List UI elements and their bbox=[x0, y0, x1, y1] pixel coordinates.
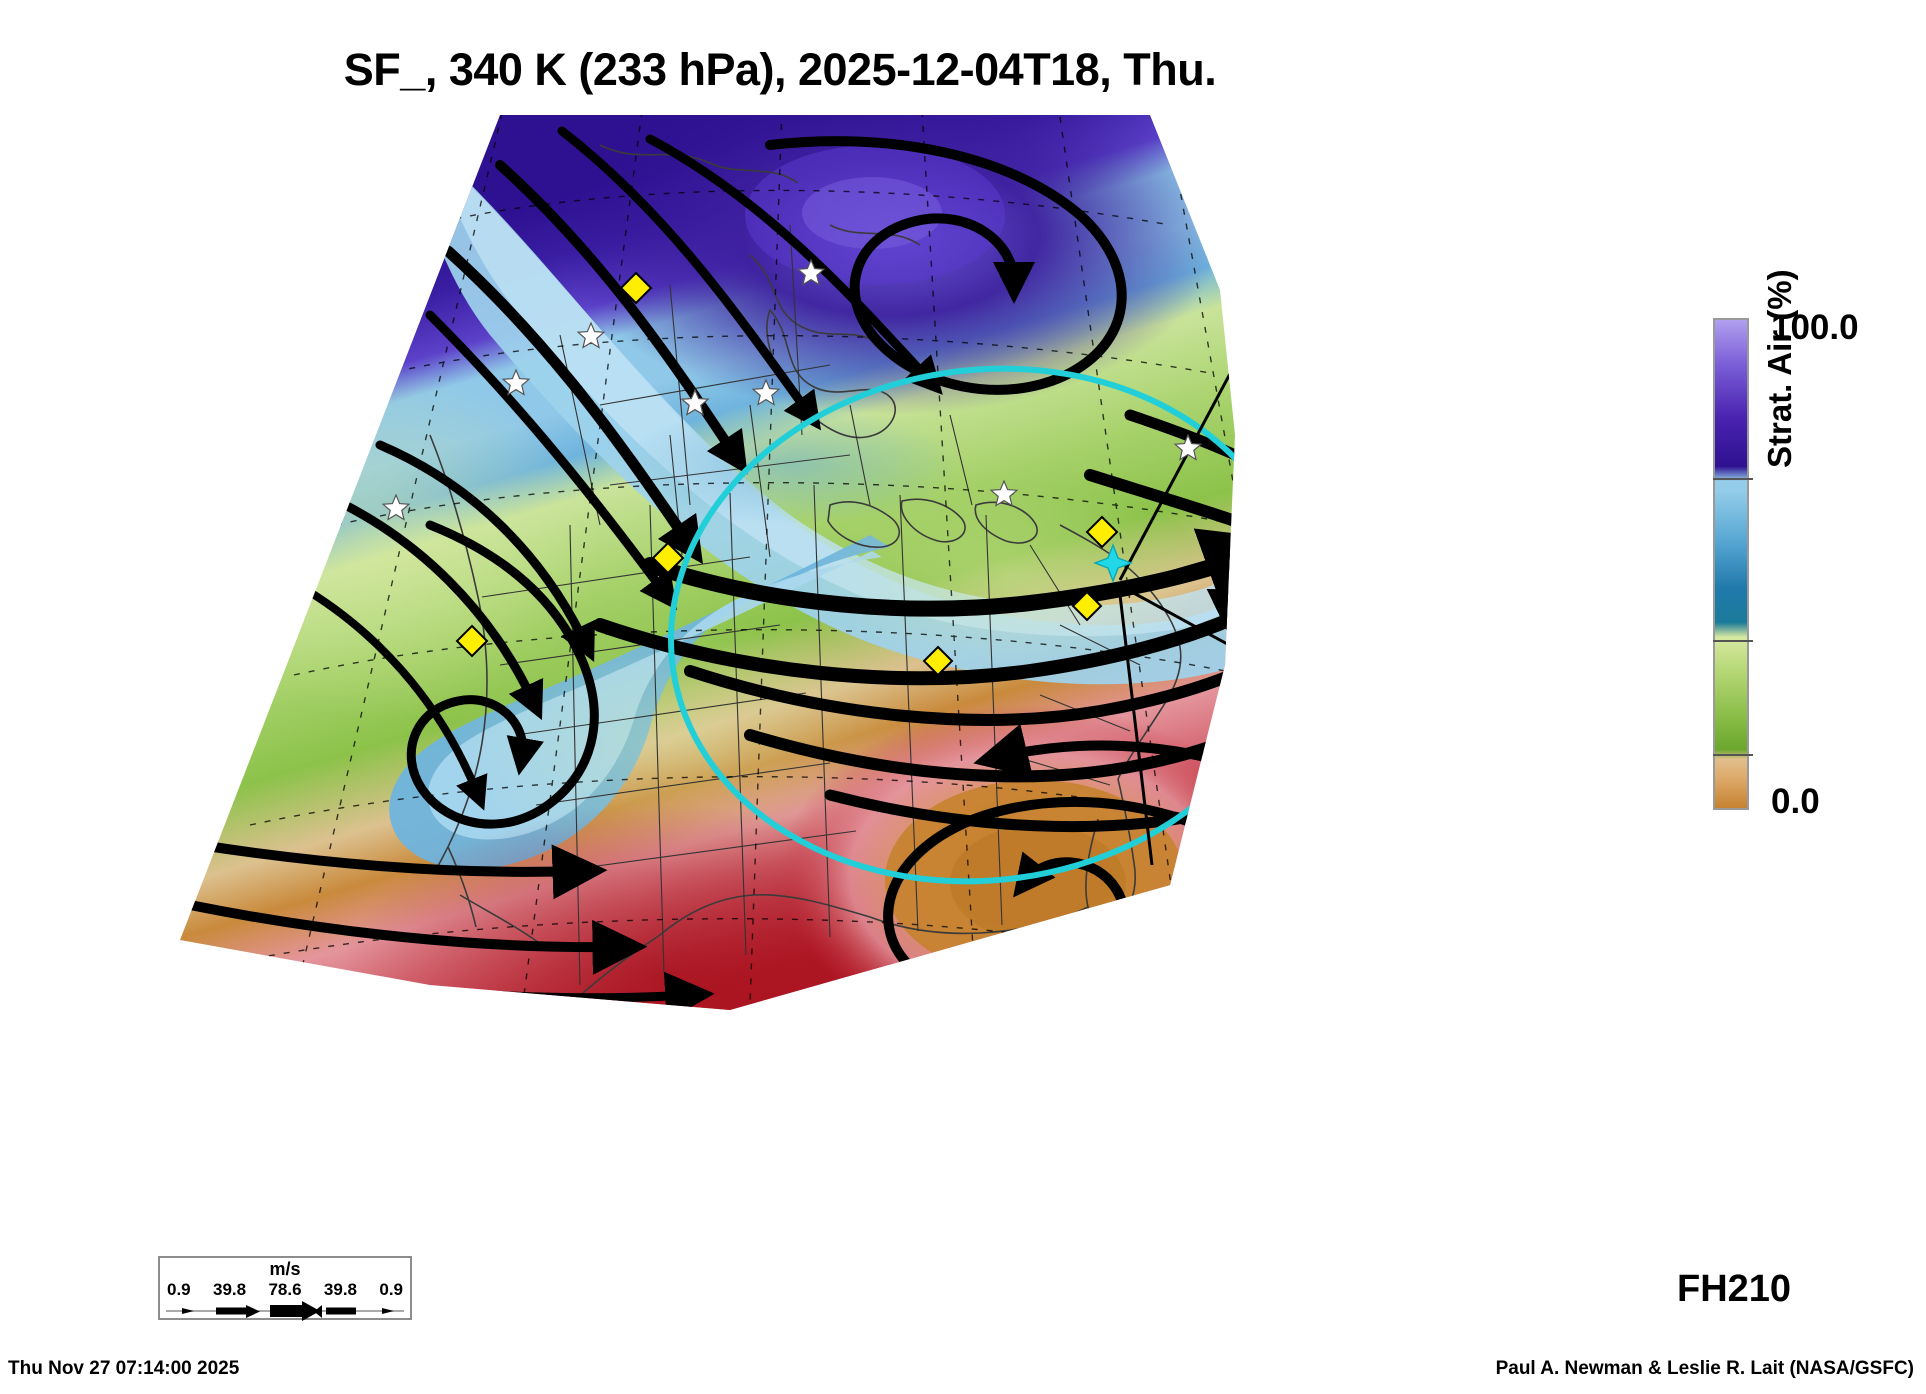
colorbar-max-label: 100.0 bbox=[1771, 308, 1859, 347]
forecast-hour-label: FH210 bbox=[1677, 1268, 1792, 1310]
station-markers bbox=[381, 258, 1203, 677]
wind-key-value: 39.8 bbox=[323, 1280, 357, 1299]
white-star-marker bbox=[381, 258, 1203, 521]
generated-timestamp: Thu Nov 27 07:14:00 2025 bbox=[8, 1358, 240, 1379]
wind-key-value: 78.6 bbox=[268, 1280, 302, 1299]
yellow-diamond-marker bbox=[455, 271, 1119, 677]
colorbar-tick bbox=[1713, 478, 1753, 480]
wind-key-arrows bbox=[160, 1300, 410, 1322]
flight-track-lines bbox=[1118, 279, 1235, 866]
wind-key-units: m/s bbox=[269, 1259, 301, 1279]
wind-key-values: 0.9 39.8 78.6 39.8 0.9 bbox=[160, 1280, 410, 1300]
wind-key-value: 0.9 bbox=[167, 1280, 191, 1299]
colorbar-axis-label: Strat. Air (%) bbox=[1761, 269, 1798, 468]
flight-range-ring bbox=[668, 365, 1235, 885]
author-credit: Paul A. Newman & Leslie R. Lait (NASA/GS… bbox=[1495, 1358, 1914, 1379]
colorbar-min-label: 0.0 bbox=[1771, 782, 1820, 821]
wind-key-value: 0.9 bbox=[379, 1280, 403, 1299]
page-title: SF_, 340 K (233 hPa), 2025-12-04T18, Thu… bbox=[343, 44, 1217, 95]
colorbar-gradient bbox=[1713, 318, 1753, 810]
cyan-star-marker bbox=[1093, 543, 1133, 583]
colorbar-tick bbox=[1713, 754, 1753, 756]
map-plot bbox=[130, 105, 1410, 1015]
wind-key-value: 39.8 bbox=[213, 1280, 247, 1299]
wind-speed-key: m/s 0.9 39.8 78.6 39.8 0.9 bbox=[158, 1256, 412, 1322]
wind-streamlines bbox=[185, 126, 1235, 1010]
colorbar: 100.0 0.0 Strat. Air (%) bbox=[1713, 269, 1913, 821]
colorbar-tick bbox=[1713, 640, 1753, 642]
